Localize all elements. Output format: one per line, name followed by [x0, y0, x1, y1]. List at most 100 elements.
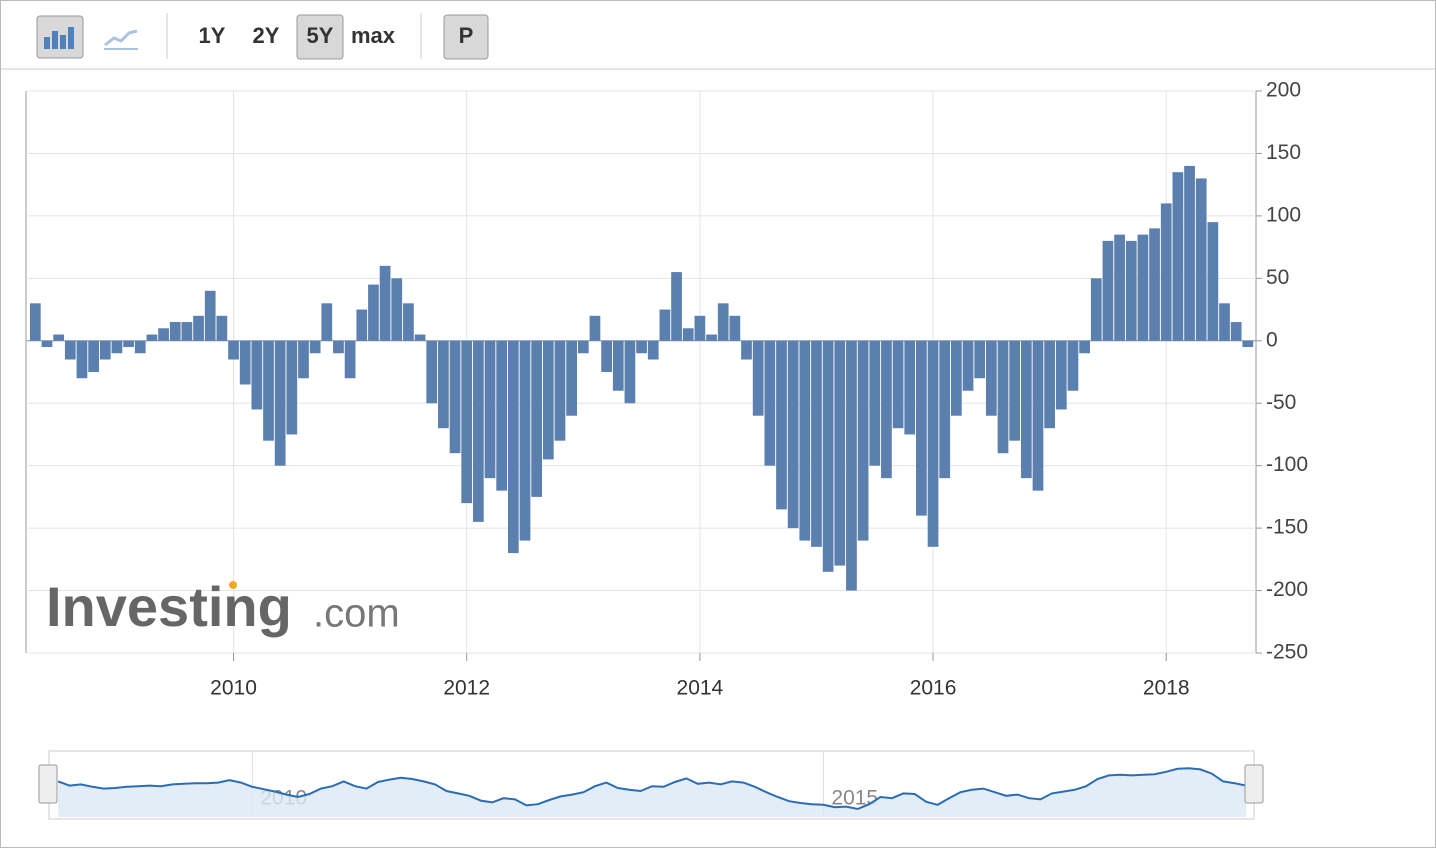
bar [939, 340, 951, 479]
x-tick-label: 2014 [677, 677, 724, 700]
bar [228, 340, 239, 360]
bar [822, 340, 834, 572]
range-button[interactable]: 2Y [253, 23, 280, 48]
bar [1184, 165, 1195, 341]
bar [624, 340, 636, 404]
bar [671, 272, 682, 341]
bar [531, 340, 543, 497]
bar [566, 340, 577, 416]
bar [706, 334, 717, 341]
x-tick-label: 2010 [210, 677, 257, 700]
bar [997, 340, 1009, 454]
bar [985, 340, 997, 416]
y-tick-label: 150 [1266, 141, 1301, 164]
bar [764, 340, 776, 466]
bar [752, 340, 764, 416]
bar [274, 340, 286, 466]
bar [321, 303, 333, 341]
bar [951, 340, 962, 416]
bar [659, 309, 671, 341]
bar [857, 340, 869, 541]
bar [1067, 340, 1079, 391]
bar [356, 309, 368, 341]
bar [169, 322, 181, 341]
bar [1207, 222, 1219, 341]
y-tick-label: 100 [1266, 203, 1301, 226]
navigator-handle[interactable] [38, 764, 58, 804]
range-button[interactable]: max [351, 23, 396, 48]
bar [927, 340, 939, 547]
bar [216, 315, 228, 341]
y-tick-label: -100 [1266, 453, 1308, 476]
bar [204, 290, 216, 341]
bar [1055, 340, 1067, 410]
bar [1195, 178, 1207, 341]
print-label[interactable]: P [459, 23, 474, 48]
bar [647, 340, 659, 360]
bar [414, 334, 426, 341]
bar [484, 340, 496, 479]
toolbar [1, 1, 1435, 69]
navigator-handle[interactable] [1244, 764, 1264, 804]
bar [554, 340, 566, 441]
bar [636, 340, 647, 354]
bar [1032, 340, 1044, 491]
range-button[interactable]: 1Y [199, 23, 226, 48]
y-tick-label: 0 [1266, 328, 1278, 351]
navigator-line [57, 767, 1247, 811]
bar [811, 340, 822, 547]
bar [834, 340, 846, 566]
bar [962, 340, 974, 391]
bar [1079, 340, 1090, 354]
bar [379, 265, 391, 341]
bar [41, 340, 53, 348]
bar [193, 315, 204, 341]
bar [1044, 340, 1056, 429]
bar [846, 340, 857, 591]
selected-range[interactable] [296, 14, 344, 60]
bar [88, 340, 99, 372]
bar [787, 340, 799, 529]
line-chart-button[interactable] [97, 16, 143, 58]
bar [694, 315, 706, 341]
bar [251, 340, 263, 410]
bar [1090, 278, 1102, 341]
x-tick-label: 2012 [443, 677, 490, 700]
bar [601, 340, 612, 372]
bar [134, 340, 146, 354]
x-tick-label: 2018 [1143, 677, 1190, 700]
bar [181, 322, 193, 341]
bar [1219, 303, 1230, 341]
bar [1102, 240, 1114, 341]
bar [123, 340, 134, 348]
y-tick-label: -250 [1266, 641, 1308, 664]
bar [1009, 340, 1021, 441]
bar [146, 334, 158, 341]
bar [589, 315, 601, 341]
bar [577, 340, 589, 354]
bar [799, 340, 811, 541]
bar [298, 340, 309, 379]
bar [449, 340, 461, 454]
bar [717, 303, 729, 341]
bar [1172, 172, 1184, 341]
bar [403, 303, 414, 341]
bar-icon [44, 27, 74, 49]
bar [344, 340, 356, 379]
range-button[interactable]: 5Y [307, 23, 334, 48]
bar [1137, 234, 1149, 341]
navigator-label: 2015 [831, 787, 878, 810]
watermark-brand: Investing [46, 575, 292, 638]
bar [368, 284, 379, 341]
bar [76, 340, 88, 379]
bar [869, 340, 881, 466]
bar [1149, 228, 1160, 341]
bar [1160, 203, 1172, 341]
y-tick-label: -50 [1266, 391, 1296, 414]
bar [438, 340, 449, 429]
bar [461, 340, 473, 504]
print-button[interactable] [443, 14, 489, 60]
navigator-area [58, 768, 1247, 817]
